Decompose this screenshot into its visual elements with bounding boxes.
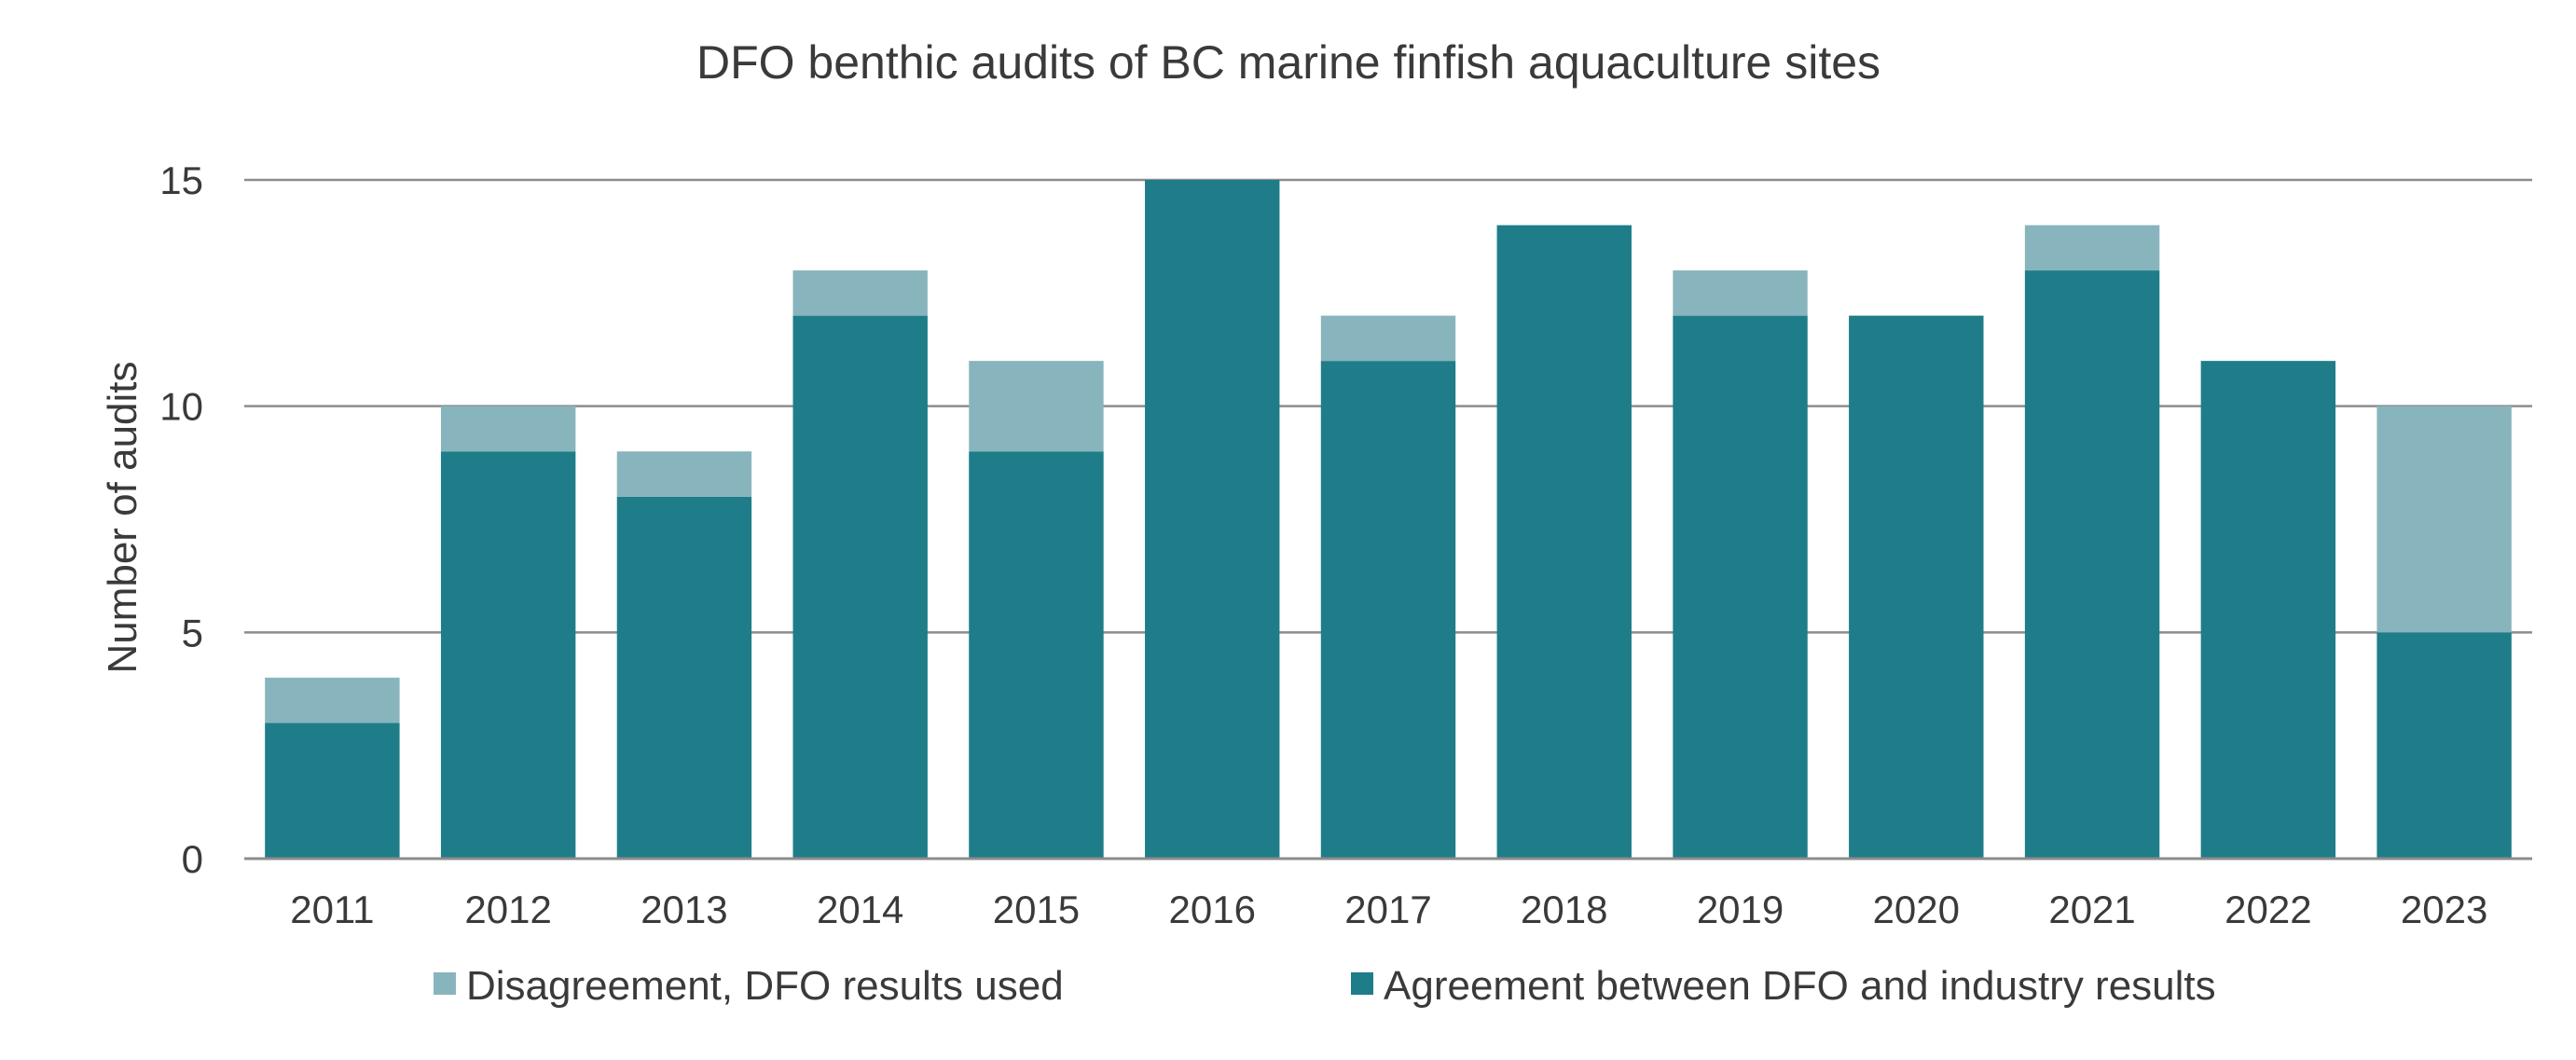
bar-segment-agreement: [792, 315, 928, 860]
y-tick-label: 0: [182, 837, 203, 881]
bar-segment-disagreement: [969, 361, 1104, 452]
bar-segment-agreement: [2376, 632, 2512, 859]
bar-segment-agreement: [616, 496, 752, 859]
x-tick-label: 2017: [1344, 888, 1431, 931]
bar-segment-agreement: [1320, 361, 1456, 860]
y-tick-label: 10: [159, 385, 203, 429]
x-tick-label: 2011: [290, 888, 374, 931]
bar-segment-agreement: [440, 451, 576, 859]
x-tick-label: 2021: [2048, 888, 2135, 931]
x-tick-label: 2016: [1169, 888, 1256, 931]
axes: 0 5 10 15 2011 2012 2013 2014 2015 2016 2017 2018 20…: [159, 158, 2532, 931]
bar-segment-agreement: [969, 451, 1104, 859]
y-tick-label: 15: [159, 158, 203, 202]
x-tick-label: 2012: [464, 888, 551, 931]
x-tick-label: 2020: [1873, 888, 1960, 931]
bar-segment-disagreement: [2024, 225, 2160, 271]
bar-segment-agreement: [2200, 361, 2336, 860]
x-tick-label: 2018: [1521, 888, 1607, 931]
bar-segment-agreement: [1496, 225, 1632, 860]
bar-segment-agreement: [1673, 315, 1808, 860]
legend: Disagreement, DFO results used Agreement …: [434, 963, 2216, 1009]
legend-swatch: [434, 972, 456, 995]
x-tick-label: 2015: [993, 888, 1080, 931]
x-tick-label: 2019: [1697, 888, 1784, 931]
legend-swatch: [1351, 972, 1373, 995]
y-axis-label: Number of audits: [100, 361, 145, 673]
bar-segment-disagreement: [265, 677, 400, 723]
x-tick-label: 2014: [817, 888, 903, 931]
chart-title: DFO benthic audits of BC marine finfish …: [696, 36, 1880, 89]
bar-segment-agreement: [265, 723, 400, 859]
bar-segment-disagreement: [1320, 315, 1456, 362]
bar-segment-disagreement: [1673, 270, 1808, 316]
legend-label: Agreement between DFO and industry resul…: [1384, 963, 2216, 1009]
bar-segment-agreement: [2024, 270, 2160, 860]
x-tick-label: 2023: [2401, 888, 2487, 931]
bar-segment-agreement: [1145, 180, 1280, 859]
bars: [265, 180, 2512, 860]
y-tick-label: 5: [182, 611, 203, 654]
bar-segment-disagreement: [616, 451, 752, 497]
bar-segment-disagreement: [440, 406, 576, 452]
bar-segment-disagreement: [792, 270, 928, 316]
x-tick-label: 2013: [641, 888, 727, 931]
legend-label: Disagreement, DFO results used: [466, 963, 1064, 1009]
bar-segment-disagreement: [2376, 406, 2512, 633]
x-tick-label: 2022: [2225, 888, 2311, 931]
bar-segment-agreement: [1849, 315, 1984, 860]
